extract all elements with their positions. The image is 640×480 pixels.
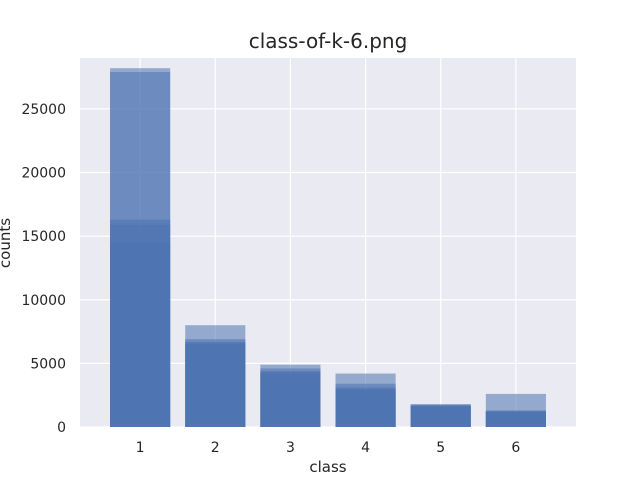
bar-series-5-class-3: [260, 373, 321, 427]
x-tick-labels: 1 2 3 4 5 6: [136, 440, 521, 456]
y-tick-label: 5000: [30, 356, 66, 372]
y-tick-label: 0: [57, 420, 66, 436]
bar-series-5-class-4: [335, 390, 396, 427]
x-tick-label: 4: [361, 440, 370, 456]
y-axis-label: counts: [0, 218, 14, 268]
y-tick-labels: 0 5000 10000 15000 20000 25000: [21, 102, 66, 436]
x-tick-label: 3: [286, 440, 295, 456]
x-tick-label: 5: [436, 440, 445, 456]
bars: [110, 68, 546, 427]
y-tick-label: 25000: [21, 102, 66, 118]
bar-series-5-class-5: [410, 406, 471, 427]
x-tick-label: 1: [136, 440, 145, 456]
chart-title: class-of-k-6.png: [249, 29, 408, 53]
y-tick-label: 20000: [21, 166, 66, 182]
y-tick-label: 10000: [21, 293, 66, 309]
x-tick-label: 2: [211, 440, 220, 456]
bar-series-5-class-6: [485, 412, 546, 427]
y-tick-label: 15000: [21, 229, 66, 245]
bar-series-5-class-1: [110, 242, 171, 427]
x-axis-label: class: [309, 458, 346, 476]
x-tick-label: 6: [511, 440, 520, 456]
bar-series-5-class-2: [185, 344, 246, 427]
